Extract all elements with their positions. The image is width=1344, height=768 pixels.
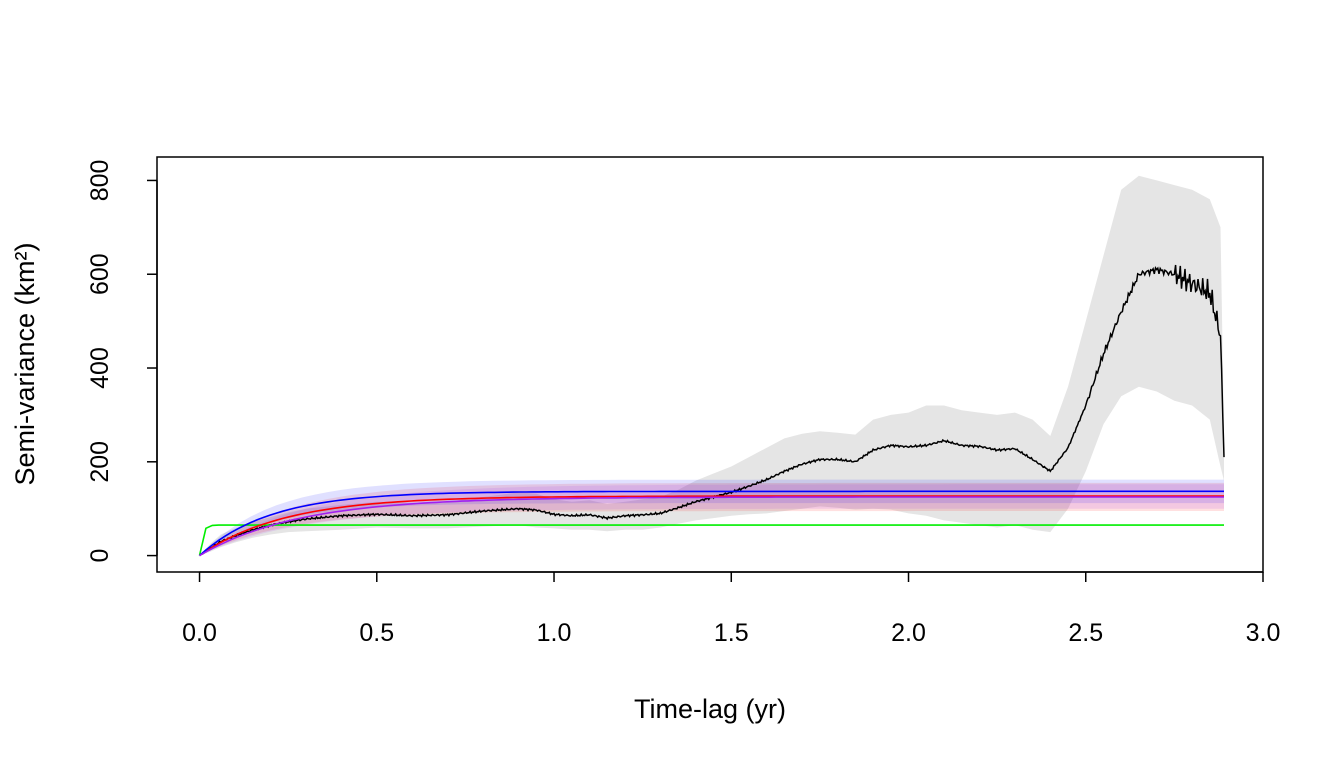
empirical-band — [199, 175, 1224, 556]
y-tick-label: 200 — [86, 441, 114, 483]
x-tick-label: 0.5 — [359, 619, 394, 647]
model-line-0 — [198, 524, 1224, 556]
y-tick-label: 800 — [86, 160, 114, 202]
model-line-3 — [199, 496, 1224, 557]
x-tick-label: 2.5 — [1068, 619, 1103, 647]
x-tick-label: 2.0 — [891, 619, 926, 647]
x-axis-title: Time-lag (yr) — [634, 694, 786, 724]
series-lines — [198, 264, 1225, 557]
y-tick-label: 400 — [86, 347, 114, 389]
model-line-2 — [198, 490, 1224, 557]
y-tick-label: 600 — [86, 253, 114, 295]
y-axis: 0 200 400 600 800 — [86, 160, 158, 563]
y-tick-label: 0 — [86, 549, 114, 563]
x-axis: 0.0 0.5 1.0 1.5 2.0 2.5 3.0 — [182, 571, 1281, 647]
x-tick-label: 1.0 — [537, 619, 572, 647]
x-tick-label: 3.0 — [1246, 619, 1281, 647]
x-tick-label: 1.5 — [714, 619, 749, 647]
model-line-1 — [199, 495, 1224, 557]
y-axis-title: Semi-variance (km²) — [10, 242, 40, 485]
x-tick-label: 0.0 — [182, 619, 217, 647]
